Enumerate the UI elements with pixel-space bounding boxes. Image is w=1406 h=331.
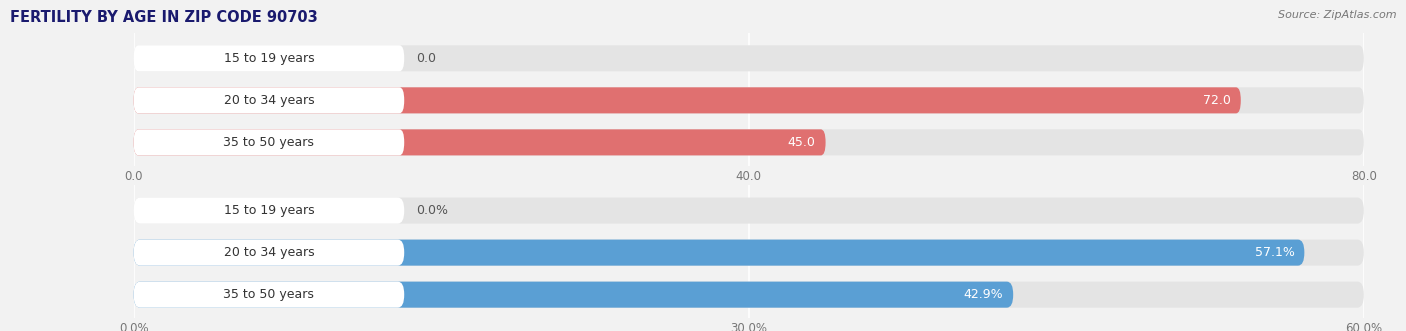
Text: 45.0: 45.0 <box>787 136 815 149</box>
Text: 20 to 34 years: 20 to 34 years <box>224 94 314 107</box>
Text: 42.9%: 42.9% <box>963 288 1004 301</box>
FancyBboxPatch shape <box>134 129 405 156</box>
Text: 15 to 19 years: 15 to 19 years <box>224 52 314 65</box>
Text: 57.1%: 57.1% <box>1254 246 1295 259</box>
Text: 15 to 19 years: 15 to 19 years <box>224 204 314 217</box>
FancyBboxPatch shape <box>134 45 405 71</box>
FancyBboxPatch shape <box>134 282 1364 308</box>
FancyBboxPatch shape <box>134 129 825 156</box>
FancyBboxPatch shape <box>134 282 405 308</box>
Text: Source: ZipAtlas.com: Source: ZipAtlas.com <box>1278 10 1396 20</box>
FancyBboxPatch shape <box>134 87 1241 114</box>
FancyBboxPatch shape <box>134 282 1014 308</box>
FancyBboxPatch shape <box>134 45 1364 71</box>
Text: 35 to 50 years: 35 to 50 years <box>224 288 315 301</box>
Text: 72.0: 72.0 <box>1204 94 1232 107</box>
FancyBboxPatch shape <box>134 87 1364 114</box>
FancyBboxPatch shape <box>134 87 405 114</box>
FancyBboxPatch shape <box>134 240 1305 266</box>
Text: 0.0%: 0.0% <box>416 204 449 217</box>
FancyBboxPatch shape <box>134 240 405 266</box>
FancyBboxPatch shape <box>134 129 1364 156</box>
FancyBboxPatch shape <box>134 240 1364 266</box>
Text: 20 to 34 years: 20 to 34 years <box>224 246 314 259</box>
FancyBboxPatch shape <box>134 198 1364 224</box>
Text: FERTILITY BY AGE IN ZIP CODE 90703: FERTILITY BY AGE IN ZIP CODE 90703 <box>10 10 318 25</box>
FancyBboxPatch shape <box>134 198 405 224</box>
Text: 0.0: 0.0 <box>416 52 436 65</box>
Text: 35 to 50 years: 35 to 50 years <box>224 136 315 149</box>
